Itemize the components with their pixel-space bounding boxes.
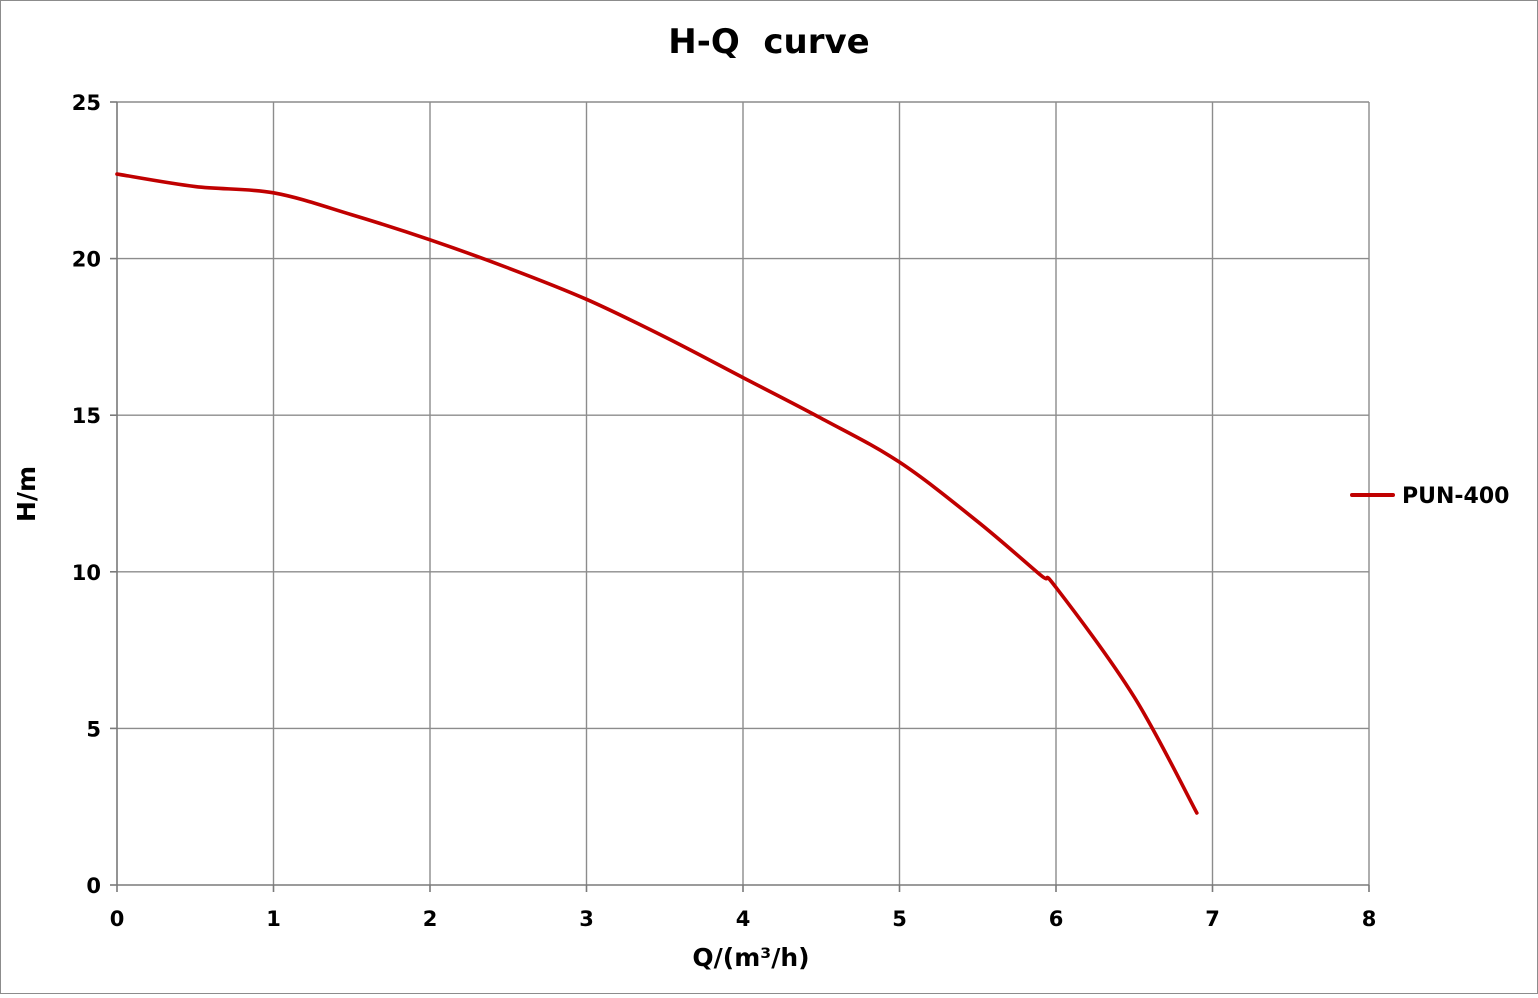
x-tick-label-0: 0 xyxy=(110,907,125,931)
legend: PUN-400 xyxy=(1350,484,1509,509)
legend-label-pun-400: PUN-400 xyxy=(1402,484,1509,509)
series-layer xyxy=(115,172,1199,815)
grid-lines xyxy=(117,101,1370,885)
y-tick-label-0: 0 xyxy=(86,874,101,898)
y-tick-label-25: 25 xyxy=(72,91,101,115)
x-tick-label-1: 1 xyxy=(266,907,281,931)
x-axis-label: Q/(m³/h) xyxy=(692,943,809,972)
chart-title: H-Q curve xyxy=(668,22,870,62)
axes xyxy=(110,101,1370,892)
x-tick-label-3: 3 xyxy=(579,907,594,931)
y-tick-label-20: 20 xyxy=(72,248,101,272)
y-tick-label-15: 15 xyxy=(72,404,101,428)
x-tick-label-6: 6 xyxy=(1049,907,1064,931)
y-tick-label-5: 5 xyxy=(86,717,101,741)
x-tick-label-7: 7 xyxy=(1205,907,1220,931)
y-axis-label: H/m xyxy=(12,466,41,522)
series-line-pun-400 xyxy=(115,172,1199,815)
x-tick-label-8: 8 xyxy=(1362,907,1377,931)
x-tick-label-2: 2 xyxy=(423,907,438,931)
x-tick-label-4: 4 xyxy=(736,907,751,931)
tick-labels: 0 1 2 3 4 5 6 7 8 0 5 10 15 20 25 xyxy=(72,91,1377,931)
x-tick-label-5: 5 xyxy=(892,907,907,931)
y-tick-label-10: 10 xyxy=(72,561,101,585)
